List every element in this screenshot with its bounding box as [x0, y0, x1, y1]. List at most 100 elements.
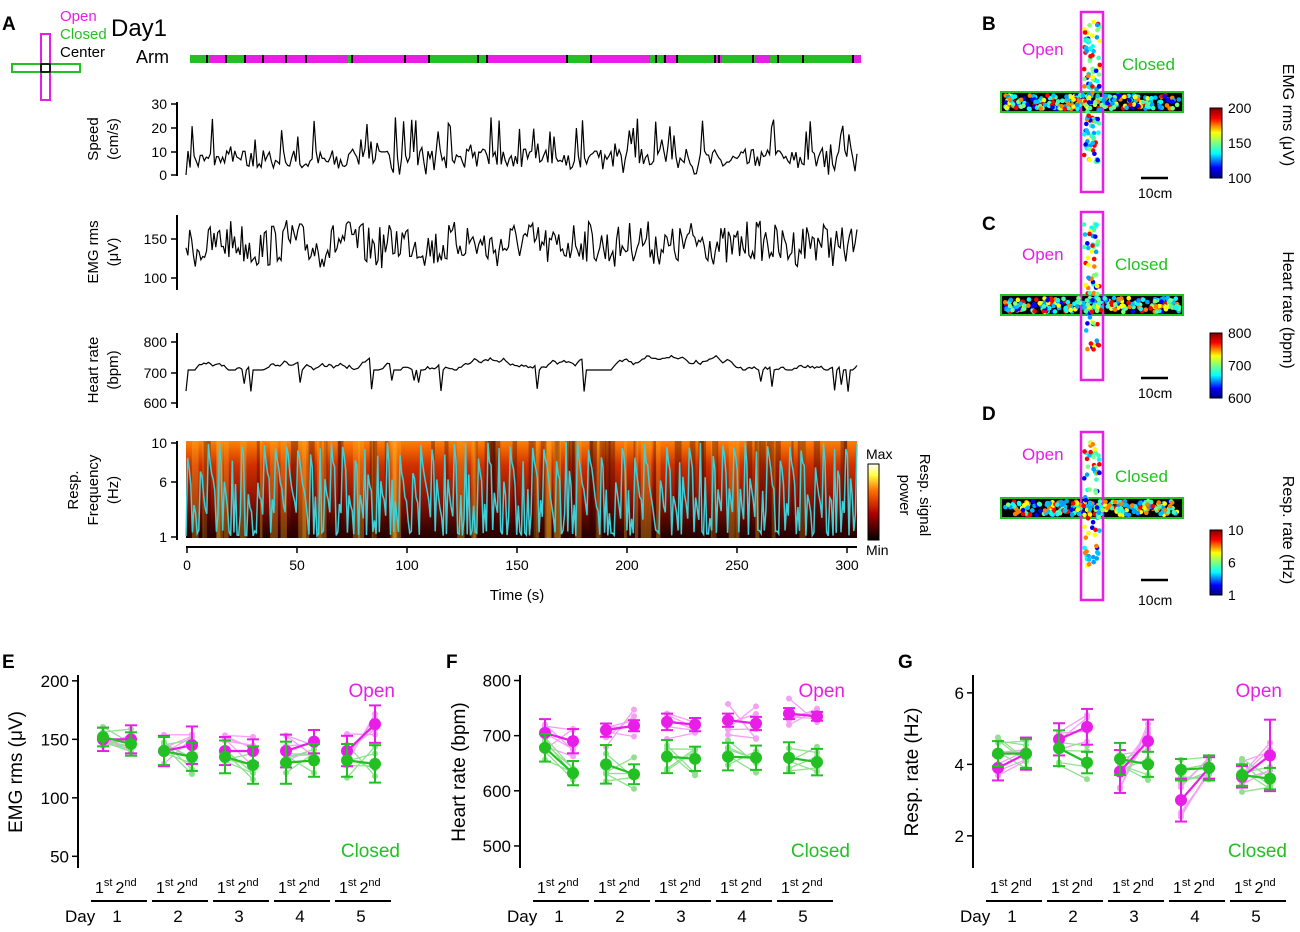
animal-line: [997, 760, 1027, 776]
occupancy-dot: [1082, 232, 1088, 237]
power-label-1: Resp. signal: [916, 454, 933, 537]
occupancy-dot: [1086, 146, 1092, 152]
occupancy-dot: [1092, 151, 1097, 157]
occupancy-dot: [1084, 549, 1089, 554]
occupancy-dot: [1157, 504, 1162, 509]
occupancy-dot: [1085, 255, 1091, 261]
animal-line: [544, 737, 574, 769]
occupancy-dot: [1152, 298, 1158, 304]
time-axis-label: Time (s): [490, 587, 544, 604]
occupancy-dot: [1075, 106, 1080, 112]
hr-label: Heart rate: [85, 337, 102, 404]
session-label: 1st 2nd: [598, 877, 640, 897]
mean-point: [600, 724, 612, 737]
x-tick-label: 100: [395, 557, 419, 573]
session-first-sup: st: [104, 877, 113, 889]
occupancy-dot: [1096, 130, 1101, 135]
occupancy-dot: [1116, 296, 1121, 302]
spectrogram-band: [352, 441, 361, 538]
occupancy-dot: [1144, 103, 1150, 109]
session-second: 2: [115, 880, 124, 897]
spectrogram-band: [431, 441, 435, 538]
mean-point: [567, 735, 579, 748]
arm-bar-center: [244, 55, 246, 63]
map-closed-label: Closed: [1122, 55, 1175, 74]
session-first-sup: st: [546, 877, 555, 889]
session-label: 1st 2nd: [278, 877, 320, 897]
y-tick-label: 800: [144, 334, 168, 350]
session-label: 1st 2nd: [1051, 877, 1093, 897]
occupancy-dot: [1081, 244, 1087, 250]
occupancy-dot: [1098, 307, 1104, 313]
maze-maps: Open Closed 10cm 100 150 200 EMG rms (μV) Open C…: [1000, 10, 1296, 608]
spectrogram-band: [554, 441, 561, 538]
occupancy-dot: [1071, 104, 1077, 109]
y-tick-label: 150: [144, 231, 168, 247]
occupancy-dot: [1143, 307, 1149, 312]
occupancy-dot: [1074, 102, 1080, 108]
occupancy-dot: [1069, 512, 1075, 518]
animal-point: [631, 733, 637, 740]
occupancy-dot: [1154, 309, 1160, 314]
session-second: 2: [1193, 880, 1202, 897]
occupancy-dot: [1033, 99, 1038, 105]
occupancy-dot: [1169, 500, 1175, 505]
legend-center: Center: [60, 44, 105, 61]
occupancy-dot: [1149, 102, 1155, 107]
occupancy-dot: [1081, 476, 1087, 481]
y-tick-label: 10: [151, 144, 167, 160]
arm-bar-center: [486, 55, 488, 63]
occupancy-dot: [1126, 300, 1131, 306]
occupancy-dot: [1063, 305, 1069, 311]
occupancy-dot: [1095, 93, 1100, 99]
occupancy-dot: [1030, 498, 1036, 504]
occupancy-dot: [1158, 99, 1164, 105]
occupancy-dot: [1086, 561, 1092, 567]
occupancy-dot: [1109, 300, 1114, 305]
occupancy-dot: [1083, 45, 1089, 51]
occupancy-dot: [1094, 338, 1100, 344]
session-second-sup: nd: [1080, 877, 1092, 889]
occupancy-dot: [1132, 94, 1138, 100]
occupancy-dot: [1047, 305, 1052, 311]
occupancy-dot: [1117, 93, 1122, 98]
occupancy-dot: [1127, 98, 1132, 103]
emg-trace: [185, 219, 858, 269]
spectrogram-band: [393, 441, 402, 538]
maze-map-2: Open Closed 10cm 600 700 800 Heart rate (bpm): [1000, 210, 1296, 406]
occupancy-dot: [1129, 503, 1135, 508]
mean-point: [811, 710, 823, 723]
spectrogram-band: [799, 441, 806, 538]
session-first-sup: st: [287, 877, 296, 889]
occupancy-dot: [1076, 299, 1081, 304]
occupancy-dot: [1111, 105, 1117, 110]
occupancy-dot: [1130, 301, 1135, 307]
occupancy-dot: [1096, 55, 1101, 61]
session-second: 2: [237, 880, 246, 897]
occupancy-dot: [1081, 222, 1087, 227]
occupancy-dot: [1086, 245, 1091, 251]
occupancy-dot: [1087, 46, 1093, 52]
spectrogram-band: [589, 441, 593, 538]
occupancy-dot: [1094, 35, 1100, 40]
occupancy-dot: [1091, 48, 1096, 54]
session-label: 1st 2nd: [217, 877, 259, 897]
day-number: 2: [173, 907, 182, 926]
session-second: 2: [1132, 880, 1141, 897]
arm-bar-open: [352, 55, 428, 63]
spectrogram-band: [698, 441, 707, 538]
occupancy-dot: [1087, 501, 1093, 507]
mean-point: [125, 738, 137, 751]
spectrogram-band: [728, 441, 735, 538]
occupancy-dot: [1138, 504, 1143, 510]
maze-map-1: Open Closed 10cm 100 150 200 EMG rms (μV): [1000, 10, 1296, 201]
occupancy-dot: [1124, 105, 1129, 111]
y-tick-label: 600: [483, 782, 511, 801]
occupancy-dot: [1089, 309, 1095, 315]
power-max: Max: [866, 446, 892, 462]
occupancy-dot: [1055, 99, 1061, 104]
session-second-sup: nd: [1263, 877, 1275, 889]
colorbar-tick-label: 200: [1228, 100, 1252, 116]
resp-spectrogram-panel: 1 6 10 Resp. Frequency (Hz) Max Min Resp. …: [65, 435, 933, 558]
